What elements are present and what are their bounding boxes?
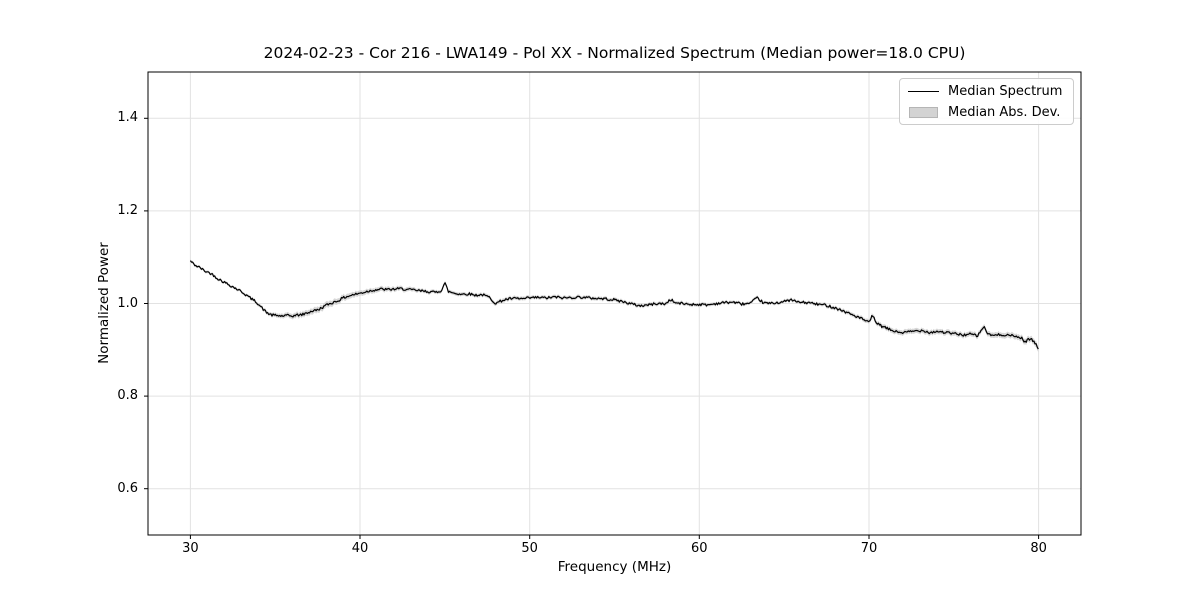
- y-tick-label: 1.4: [117, 110, 138, 126]
- x-tick-label: 30: [182, 541, 199, 556]
- y-tick-label: 0.8: [117, 388, 138, 404]
- x-tick-label: 70: [860, 541, 878, 556]
- x-tick-label: 80: [1030, 541, 1047, 556]
- x-tick-label: 50: [521, 541, 538, 556]
- legend-label: Median Spectrum: [948, 83, 1063, 99]
- x-tick-label: 40: [351, 541, 369, 556]
- y-tick-label: 1.0: [117, 295, 138, 311]
- legend-entry-median-spectrum: Median Spectrum: [908, 82, 1065, 100]
- median-spectrum-line: [189, 260, 1039, 350]
- legend-patch-swatch: [908, 106, 939, 118]
- x-axis-label: Frequency (MHz): [557, 559, 672, 575]
- x-tick-label: 60: [691, 541, 708, 556]
- legend: Median Spectrum Median Abs. Dev.: [899, 78, 1074, 125]
- legend-line-swatch: [908, 90, 939, 92]
- legend-entry-median-abs-dev: Median Abs. Dev.: [908, 103, 1065, 121]
- chart-title: 2024-02-23 - Cor 216 - LWA149 - Pol XX -…: [263, 44, 966, 62]
- y-tick-label: 1.2: [117, 202, 138, 218]
- mad-band: [190, 259, 1039, 353]
- y-tick-label: 0.6: [117, 480, 138, 496]
- legend-label: Median Abs. Dev.: [948, 104, 1061, 120]
